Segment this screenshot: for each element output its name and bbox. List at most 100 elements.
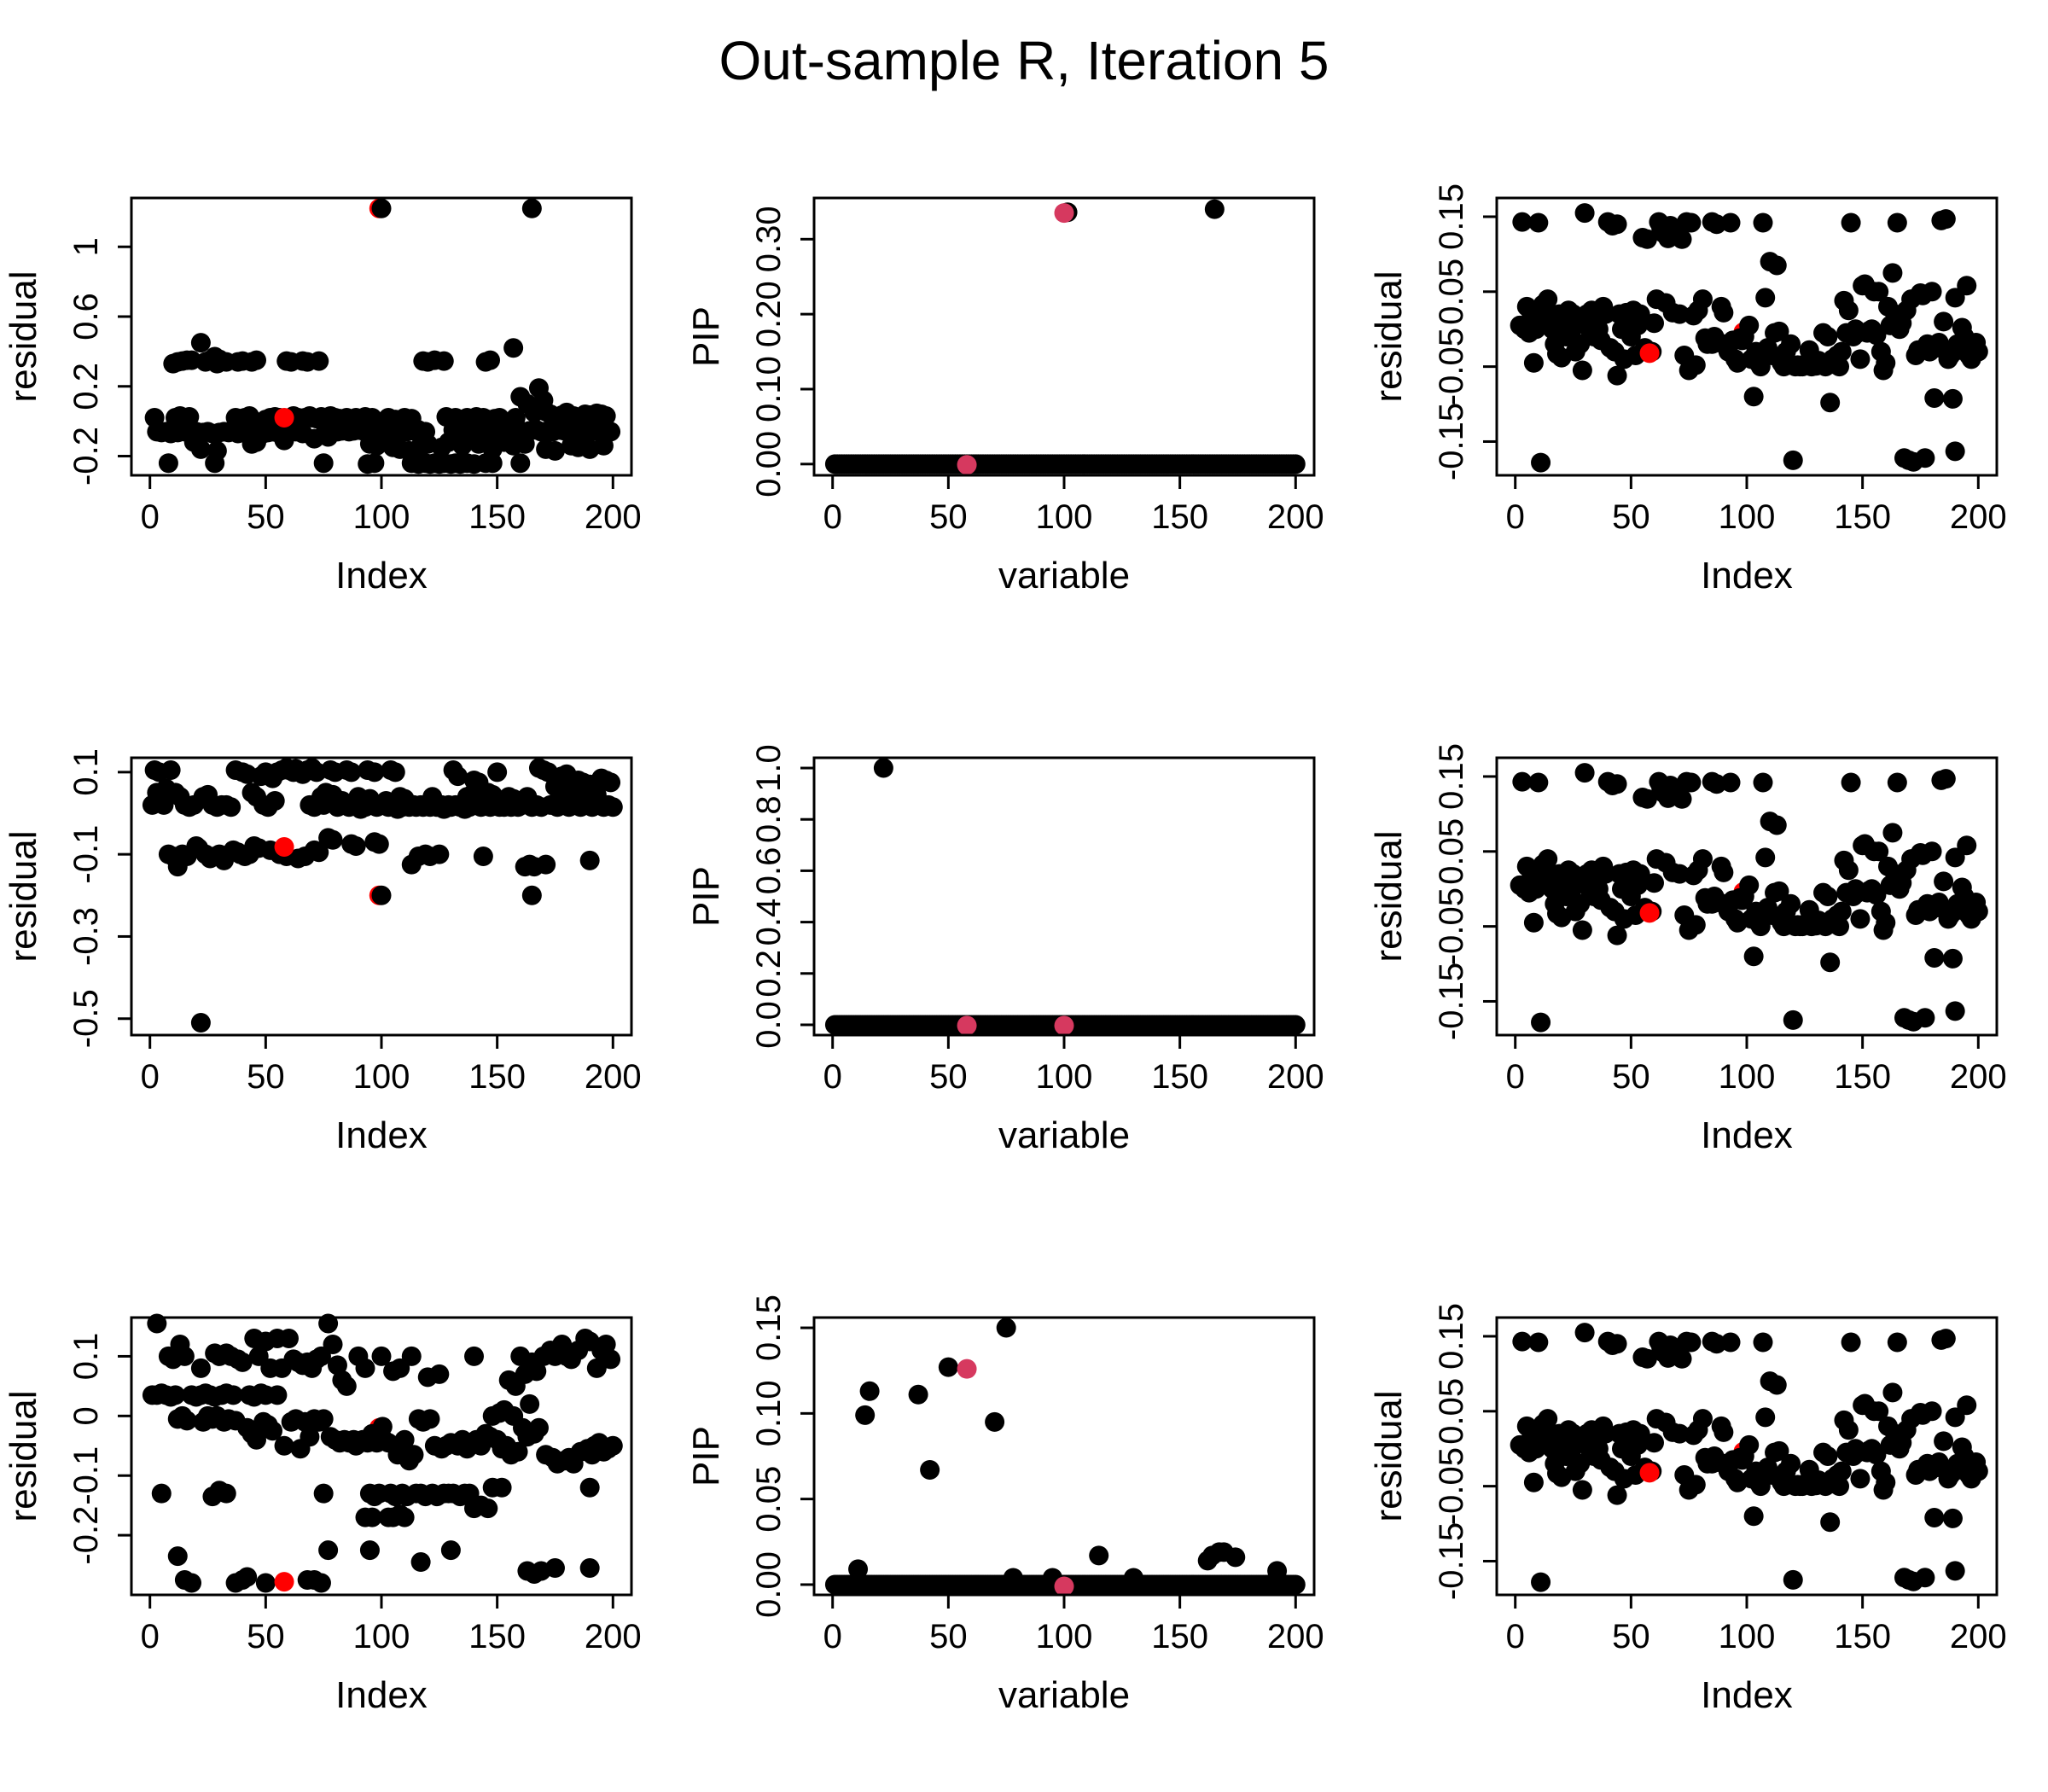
y-tick-label: 0.30 [750, 206, 788, 272]
y-tick-label: 0.8 [750, 795, 788, 843]
y-axis-title: PIP [685, 1426, 727, 1487]
x-tick-label: 0 [141, 498, 160, 536]
x-tick-label: 150 [1151, 498, 1208, 536]
x-tick-label: 50 [247, 1058, 285, 1096]
y-tick-label: 0.20 [750, 281, 788, 347]
x-axis-title: Index [335, 555, 428, 596]
x-tick-label: 100 [1719, 498, 1776, 536]
scatter-plot-row1-col3: 0 50 100 150 200 -0.15-0.050.05 0.15 Index resid… [1368, 183, 2007, 596]
x-tick-label: 150 [1834, 1058, 1891, 1096]
y-tick-label: 0.15 [750, 1295, 788, 1361]
x-tick-label: 200 [1267, 1058, 1324, 1096]
x-axis-title: Index [335, 1674, 428, 1716]
scatter-plot-row3-col3: 0 50 100 150 200 -0.15-0.050.05 0.15 Index resid… [1368, 1303, 2007, 1716]
plot-points [144, 198, 621, 474]
y-tick-label: 0.05 [1433, 1378, 1470, 1445]
x-tick-label: 200 [1950, 498, 2007, 536]
x-tick-label: 50 [929, 1618, 968, 1655]
y-tick-label: 1 [67, 237, 105, 256]
y-tick-label: -0.1 [67, 1446, 105, 1505]
y-tick-label: 0.05 [750, 1466, 788, 1533]
y-tick-label: 0.00 [750, 431, 788, 497]
x-tick-label: 150 [468, 498, 526, 536]
scatter-plot-row3-col1: 0 50 100 150 200 0.1 0 -0.1-0.2 Index residual [3, 1313, 642, 1716]
plot-points [824, 199, 1306, 475]
y-tick-label: 0.10 [750, 356, 788, 422]
plot-points [142, 1313, 623, 1593]
y-tick-label: 0.05 [1433, 818, 1470, 885]
y-tick-label: -0.05 [1433, 1447, 1470, 1525]
y-axis-title: residual [3, 830, 44, 962]
y-tick-label: 0.10 [750, 1380, 788, 1446]
x-tick-label: 150 [468, 1618, 526, 1655]
x-tick-label: 100 [1036, 1618, 1093, 1655]
y-tick-label: -0.15 [1433, 1522, 1470, 1600]
plot-grid: 0 50 100 150 200 -0.2 0.2 0.6 1 Index residual 0 50 1… [0, 102, 2048, 1782]
x-tick-label: 150 [1834, 1618, 1891, 1655]
y-axis-title: PIP [685, 306, 727, 367]
x-axis-title: variable [998, 1114, 1130, 1156]
x-tick-label: 0 [1506, 1618, 1525, 1655]
y-tick-label: 0.1 [67, 1333, 105, 1381]
scatter-plot-row2-col1: 0 50 100 150 200 0.1 -0.1 -0.3 -0.5 Index residual [3, 748, 642, 1156]
plot-points [1510, 1323, 1988, 1592]
x-tick-label: 100 [1719, 1618, 1776, 1655]
y-tick-label: -0.15 [1433, 963, 1470, 1040]
x-tick-label: 50 [1612, 1058, 1650, 1096]
x-tick-label: 150 [1151, 1618, 1208, 1655]
x-tick-label: 100 [353, 498, 410, 536]
x-tick-label: 0 [1506, 1058, 1525, 1096]
x-tick-label: 0 [141, 1618, 160, 1655]
scatter-plot-row2-col3: 0 50 100 150 200 -0.15-0.050.05 0.15 Index resid… [1368, 743, 2007, 1156]
x-tick-label: 50 [929, 1058, 968, 1096]
x-tick-label: 150 [1834, 498, 1891, 536]
y-axis-title: residual [3, 271, 44, 402]
x-tick-label: 0 [823, 1058, 842, 1096]
x-tick-label: 200 [1267, 1618, 1324, 1655]
y-tick-label: 1.0 [750, 744, 788, 792]
y-tick-label: -0.2 [67, 1506, 105, 1565]
y-tick-label: -0.5 [67, 989, 105, 1048]
plot-points [824, 758, 1306, 1036]
x-tick-label: 50 [247, 1618, 285, 1655]
x-tick-label: 50 [1612, 498, 1650, 536]
plot-points [1510, 203, 1988, 473]
y-axis-title: residual [3, 1390, 44, 1521]
x-tick-label: 100 [1036, 1058, 1093, 1096]
y-tick-label: 0.6 [67, 293, 105, 340]
y-tick-label: 0.2 [67, 363, 105, 410]
y-axis-title: residual [1368, 1390, 1410, 1521]
y-tick-label: 0.1 [67, 748, 105, 796]
scatter-plot-row1-col1: 0 50 100 150 200 -0.2 0.2 0.6 1 Index residual [3, 196, 642, 596]
y-tick-label: 0.2 [750, 950, 788, 998]
x-tick-label: 200 [1950, 1058, 2007, 1096]
x-tick-label: 100 [1036, 498, 1093, 536]
x-tick-label: 100 [353, 1058, 410, 1096]
y-tick-label: -0.05 [1433, 328, 1470, 405]
scatter-plot-row2-col2: 0 50 100 150 200 0.00.2 0.4 0.6 0.81.0 variable PI… [685, 744, 1324, 1156]
x-tick-label: 0 [141, 1058, 160, 1096]
scatter-plot-row3-col2: 0 50 100 150 200 0.00 0.05 0.10 0.15 variable PIP [685, 1295, 1324, 1716]
x-tick-label: 150 [1151, 1058, 1208, 1096]
x-tick-label: 200 [1267, 498, 1324, 536]
x-axis-title: Index [1701, 555, 1793, 596]
y-tick-label: 0.15 [1433, 743, 1470, 810]
x-tick-label: 50 [247, 498, 285, 536]
x-tick-label: 50 [929, 498, 968, 536]
y-tick-label: 0 [67, 1406, 105, 1425]
x-tick-label: 0 [1506, 498, 1525, 536]
x-tick-label: 200 [1950, 1618, 2007, 1655]
x-tick-label: 0 [823, 1618, 842, 1655]
y-tick-label: -0.05 [1433, 887, 1470, 965]
plot-points [142, 758, 623, 1033]
plot-points [824, 1318, 1306, 1597]
x-tick-label: 200 [585, 498, 642, 536]
y-tick-label: 0.15 [1433, 1303, 1470, 1370]
y-tick-label: -0.1 [67, 825, 105, 884]
y-axis-title: PIP [685, 866, 727, 927]
plot-points [1510, 763, 1988, 1033]
y-tick-label: 0.0 [750, 1001, 788, 1049]
x-axis-title: Index [1701, 1114, 1793, 1156]
x-axis-title: variable [998, 1674, 1130, 1716]
y-tick-label: -0.15 [1433, 403, 1470, 480]
